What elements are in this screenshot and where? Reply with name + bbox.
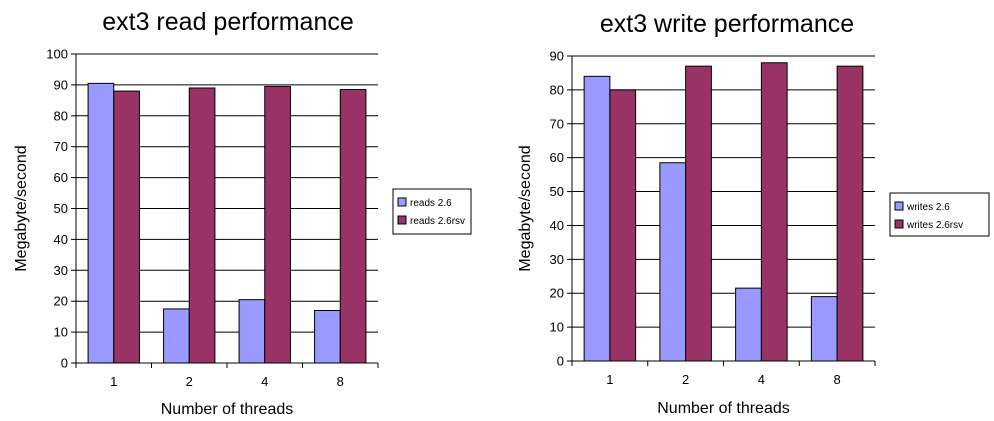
chart2-bar-series2-4 [760,62,788,362]
chart1-bar-series2-4 [264,85,291,364]
chart2-bar-series1-8 [810,296,838,362]
chart1-bar-series2-1 [113,90,140,364]
chart1-x-tick-label: 1 [110,374,117,389]
chart1-x-tick-label: 4 [261,374,268,389]
chart1-bar-series1-2 [163,308,190,364]
chart2-legend-label-2: writes 2.6rsv [906,220,963,231]
chart1-y-tick-label: 60 [54,170,68,185]
chart2-y-axis-title: Megabyte/second [517,145,534,271]
chart1-y-tick-label: 80 [54,108,68,123]
chart2-legend: writes 2.6 writes 2.6rsv [889,192,990,237]
chart1-y-tick-label: 30 [54,263,68,278]
chart1-title: ext3 read performance [102,8,354,36]
chart2-bar-series1-4 [735,287,762,362]
chart2-y-tick-label: 70 [550,116,564,131]
chart2-y-tick-label: 50 [550,184,564,199]
chart2-x-tick-label: 4 [758,372,765,387]
chart2-legend-box [889,192,990,237]
chart2-x-tick-label: 2 [682,372,689,387]
chart2-x-tick-label: 8 [834,372,841,387]
chart1-legend-swatch-1 [397,197,407,207]
chart2-bar-series2-1 [609,89,637,362]
chart1-x-tick-label: 2 [186,374,193,389]
chart2-x-axis-title: Number of threads [657,400,790,417]
chart2-legend-label-1: writes 2.6 [906,202,950,213]
chart1-y-tick-label: 70 [54,139,68,154]
chart2-y-tick-label: 40 [550,218,564,233]
chart1-bar-series2-2 [188,87,216,364]
chart1-legend-label-1: reads 2.6 [410,198,452,209]
chart1-legend-label-2: reads 2.6rsv [410,216,465,227]
chart2-bar-series1-1 [583,75,611,362]
chart2-title: ext3 write performance [600,10,854,38]
chart1-x-tick-label: 8 [337,374,344,389]
chart2: ext3 write performance 0 10 20 30 40 50 60 70 80 9… [517,10,990,417]
chart1-legend-swatch-2 [397,215,407,225]
chart1-bar-series2-8 [339,89,367,364]
chart2-y-tick-label: 10 [550,320,564,335]
chart2-y-tick-label: 20 [550,286,564,301]
chart1-x-axis-title: Number of threads [161,401,294,418]
chart2-y-tick-label: 0 [557,354,564,369]
chart2-y-tick-label: 80 [550,82,564,97]
chart2-bar-series1-2 [659,162,687,362]
chart1-y-tick-label: 100 [46,47,68,62]
chart2-y-tick-label: 30 [550,252,564,267]
chart1-bar-series1-1 [87,82,115,364]
chart1-y-tick-label: 40 [54,232,68,247]
chart1-y-tick-label: 50 [54,201,68,216]
chart2-legend-swatch-2 [894,219,904,229]
chart1-y-tick-label: 90 [54,77,68,92]
chart2-y-tick-label: 60 [550,150,564,165]
chart1-bar-series1-8 [314,309,341,364]
chart2-bar-series2-8 [836,65,864,362]
chart2-legend-swatch-1 [894,201,904,211]
chart1-y-tick-label: 10 [54,325,68,340]
chart1-bar-series1-4 [238,299,266,364]
chart2-bar-series2-2 [685,65,712,362]
chart1-legend-box [392,188,472,235]
chart2-x-tick-label: 1 [606,372,613,387]
chart1-y-axis-title: Megabyte/second [13,145,30,271]
chart1-y-tick-label: 20 [54,294,68,309]
chart1-legend: reads 2.6 reads 2.6rsv [392,188,472,235]
chart1-y-tick-label: 0 [61,356,68,371]
chart2-y-tick-label: 90 [550,49,564,64]
chart1: ext3 read performance 0 10 20 30 40 50 60 70 80 90… [13,8,472,418]
